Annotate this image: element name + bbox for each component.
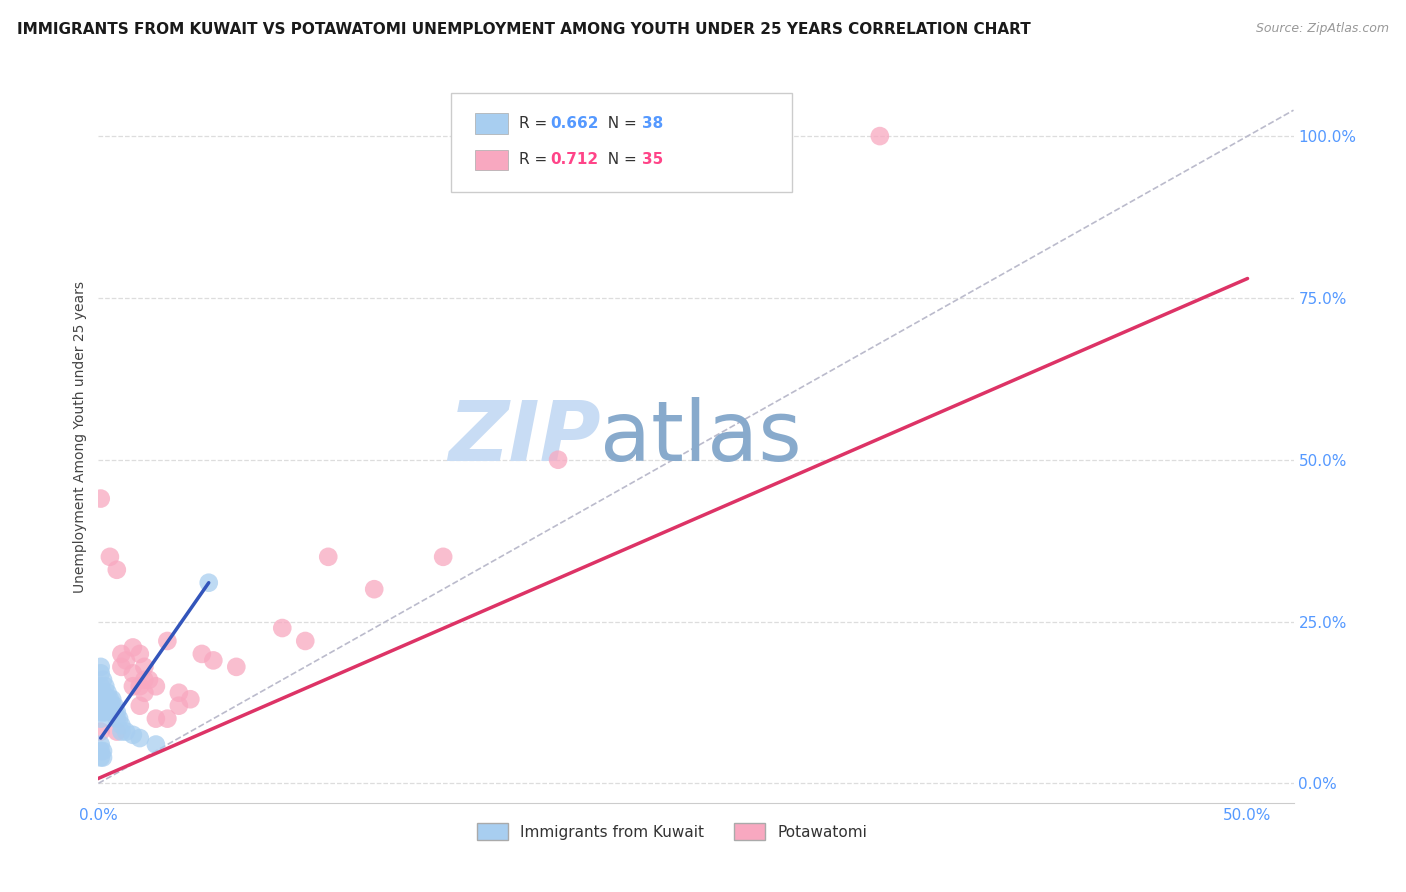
Point	[90, 750, 112, 764]
Point	[90, 712, 112, 726]
Point	[138, 673, 160, 687]
Point	[179, 692, 201, 706]
Text: 38: 38	[643, 116, 664, 131]
Point	[145, 738, 167, 752]
Point	[115, 724, 138, 739]
Text: 0.662: 0.662	[550, 116, 599, 131]
Text: R =: R =	[519, 116, 553, 131]
Point	[363, 582, 385, 597]
Text: N =: N =	[598, 153, 641, 168]
Point	[110, 647, 132, 661]
Point	[94, 698, 117, 713]
Point	[134, 673, 156, 687]
Point	[167, 686, 190, 700]
Text: 0.712: 0.712	[550, 153, 599, 168]
Point	[432, 549, 454, 564]
Point	[128, 679, 150, 693]
Point	[91, 744, 114, 758]
Point	[97, 686, 120, 700]
Point	[94, 679, 117, 693]
Point	[101, 692, 124, 706]
Point	[90, 705, 112, 719]
Text: R =: R =	[519, 153, 553, 168]
Point	[156, 712, 179, 726]
Point	[90, 744, 112, 758]
Point	[91, 673, 114, 687]
Point	[90, 686, 112, 700]
Text: Source: ZipAtlas.com: Source: ZipAtlas.com	[1256, 22, 1389, 36]
Point	[90, 679, 112, 693]
Point	[91, 705, 114, 719]
Point	[90, 724, 112, 739]
Point	[103, 705, 125, 719]
Point	[202, 653, 225, 667]
Point	[98, 549, 121, 564]
Point	[94, 692, 117, 706]
Point	[105, 724, 128, 739]
Point	[128, 731, 150, 745]
Point	[122, 640, 145, 655]
Point	[97, 692, 120, 706]
Point	[115, 653, 138, 667]
Text: ZIP: ZIP	[447, 397, 600, 477]
FancyBboxPatch shape	[475, 150, 509, 170]
Point	[156, 634, 179, 648]
Text: IMMIGRANTS FROM KUWAIT VS POTAWATOMI UNEMPLOYMENT AMONG YOUTH UNDER 25 YEARS COR: IMMIGRANTS FROM KUWAIT VS POTAWATOMI UNE…	[17, 22, 1031, 37]
Point	[108, 712, 131, 726]
Point	[122, 679, 145, 693]
Point	[134, 686, 156, 700]
Text: 35: 35	[643, 153, 664, 168]
Point	[98, 692, 121, 706]
Point	[90, 666, 112, 681]
Point	[128, 698, 150, 713]
Point	[105, 712, 128, 726]
Point	[128, 647, 150, 661]
Point	[167, 698, 190, 713]
Point	[547, 452, 569, 467]
Point	[294, 634, 316, 648]
Point	[103, 698, 125, 713]
Point	[91, 686, 114, 700]
Point	[134, 660, 156, 674]
Y-axis label: Unemployment Among Youth under 25 years: Unemployment Among Youth under 25 years	[73, 281, 87, 593]
Point	[145, 679, 167, 693]
Point	[271, 621, 294, 635]
Point	[105, 705, 128, 719]
Text: atlas: atlas	[600, 397, 801, 477]
Text: N =: N =	[598, 116, 641, 131]
Point	[90, 738, 112, 752]
Point	[90, 491, 112, 506]
Point	[90, 660, 112, 674]
FancyBboxPatch shape	[451, 94, 792, 192]
Point	[869, 129, 891, 144]
Point	[316, 549, 339, 564]
Point	[91, 692, 114, 706]
Point	[122, 728, 145, 742]
Point	[94, 705, 117, 719]
Point	[110, 724, 132, 739]
Point	[122, 666, 145, 681]
Point	[91, 750, 114, 764]
Point	[225, 660, 247, 674]
FancyBboxPatch shape	[475, 113, 509, 134]
Point	[197, 575, 219, 590]
Point	[97, 698, 120, 713]
Point	[110, 718, 132, 732]
Point	[101, 698, 124, 713]
Legend: Immigrants from Kuwait, Potawatomi: Immigrants from Kuwait, Potawatomi	[471, 816, 873, 847]
Point	[98, 698, 121, 713]
Point	[105, 563, 128, 577]
Point	[191, 647, 214, 661]
Point	[145, 712, 167, 726]
Point	[110, 660, 132, 674]
